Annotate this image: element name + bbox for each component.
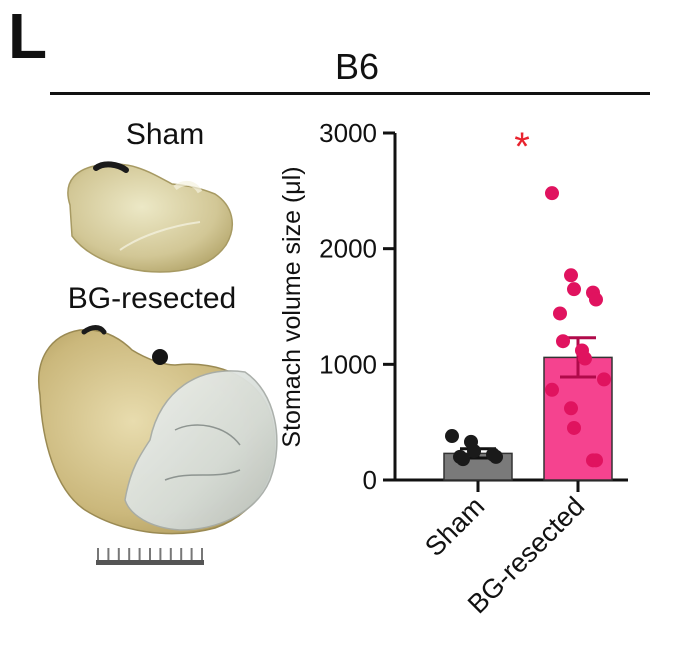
- data-point: [567, 420, 581, 435]
- data-point: [564, 268, 578, 283]
- data-point: [567, 282, 581, 297]
- chart-area: Stomach volume size (μl) 0 1000 2000 3000 S…: [278, 118, 628, 619]
- bg-photo-label: BG-resected: [67, 282, 237, 315]
- y-tick-label: 2000: [319, 234, 377, 264]
- data-point: [553, 306, 567, 321]
- significance-marker: *: [514, 125, 530, 169]
- bg-stomach-photo: [38, 325, 278, 535]
- scale-bar-line: [96, 560, 204, 565]
- data-point: [556, 334, 570, 349]
- suture-knot: [152, 349, 168, 365]
- data-point: [456, 452, 470, 467]
- data-point: [589, 453, 603, 468]
- panel-letter: L: [8, 0, 48, 72]
- title-rule: [50, 92, 650, 95]
- data-point: [545, 186, 559, 201]
- data-point: [589, 292, 603, 307]
- x-tick-label: Sham: [419, 491, 490, 562]
- scale-bar: [96, 548, 204, 565]
- y-tick-label: 1000: [319, 349, 377, 379]
- sham-photo-label: Sham: [125, 118, 205, 151]
- data-point: [597, 372, 611, 387]
- data-point: [467, 444, 481, 459]
- data-point: [445, 429, 459, 444]
- data-point: [489, 449, 503, 464]
- data-point: [564, 401, 578, 416]
- y-axis: 0 1000 2000 3000: [319, 118, 397, 495]
- data-points: [445, 186, 611, 468]
- strain-title: B6: [334, 46, 380, 87]
- y-axis-label: Stomach volume size (μl): [278, 166, 306, 447]
- data-point: [545, 382, 559, 397]
- data-point: [578, 351, 592, 366]
- y-tick-label: 3000: [319, 118, 377, 148]
- sham-stomach-photo: [67, 161, 234, 273]
- y-tick-label: 0: [363, 465, 377, 495]
